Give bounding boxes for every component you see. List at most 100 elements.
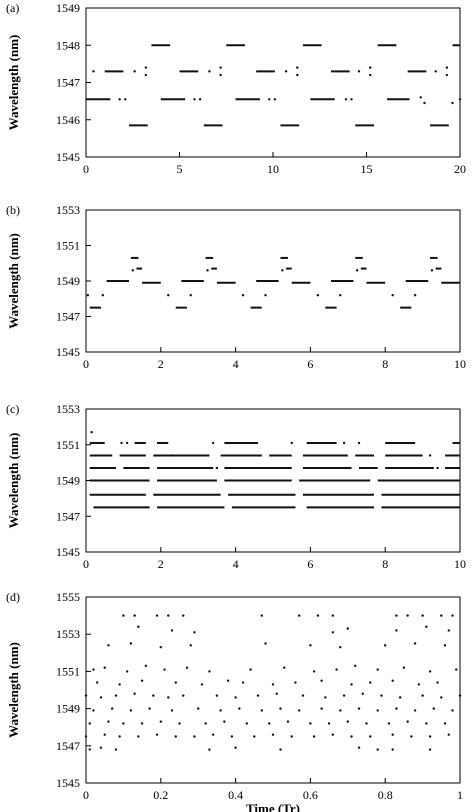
data-point: [219, 73, 222, 77]
y-tick-label: 1549: [56, 274, 80, 288]
data-point: [346, 720, 349, 723]
y-tick-label: 1555: [56, 590, 80, 604]
data-point: [92, 70, 95, 73]
data-point: [279, 707, 282, 710]
data-point: [129, 709, 133, 712]
data-point: [133, 614, 136, 617]
data-point: [357, 707, 361, 710]
data-point: [133, 692, 136, 695]
data-point: [163, 668, 166, 671]
data-point: [428, 670, 432, 673]
data-point: [215, 694, 219, 697]
data-point: [331, 631, 335, 634]
data-point: [421, 694, 424, 697]
data-point: [451, 101, 454, 105]
data-point: [290, 735, 293, 738]
data-point: [406, 720, 409, 723]
data-point: [354, 664, 357, 668]
data-point: [92, 668, 95, 671]
data-point: [296, 73, 299, 77]
data-point: [260, 709, 263, 712]
x-tick-label: 2: [158, 357, 164, 371]
data-point: [455, 668, 458, 671]
data-point: [297, 614, 301, 617]
data-point: [167, 696, 170, 699]
data-point: [241, 681, 245, 684]
y-tick-label: 1549: [56, 474, 80, 488]
y-tick-label: 1545: [56, 545, 80, 559]
plot-frame: [85, 596, 461, 784]
data-point: [208, 670, 211, 673]
data-point: [137, 625, 140, 628]
data-point: [331, 733, 335, 736]
y-tick-label: 1549: [56, 702, 80, 716]
y-tick-label: 1545: [56, 776, 80, 790]
data-point: [178, 722, 181, 725]
data-point: [320, 707, 323, 710]
data-point: [152, 694, 155, 697]
data-point: [290, 441, 293, 445]
data-point: [376, 748, 379, 751]
x-tick-label: 0: [83, 557, 89, 571]
data-point: [155, 733, 159, 736]
data-point: [451, 614, 454, 617]
data-point: [131, 269, 134, 272]
y-axis-title: Wavelength (nm): [6, 35, 21, 131]
x-tick-label: 0: [83, 162, 89, 176]
data-point: [99, 746, 103, 749]
data-point: [312, 735, 316, 738]
data-point: [129, 642, 133, 645]
data-point: [155, 614, 159, 617]
data-point: [391, 294, 394, 297]
data-point: [365, 722, 368, 725]
data-point: [200, 683, 204, 686]
data-point: [90, 431, 93, 434]
data-point: [395, 629, 398, 632]
x-tick-label: 6: [307, 357, 313, 371]
data-point: [185, 666, 189, 669]
data-point: [402, 666, 406, 669]
data-point: [350, 98, 353, 101]
y-tick-label: 1551: [56, 239, 80, 253]
data-point: [84, 694, 88, 697]
data-point: [118, 683, 121, 686]
data-point: [268, 98, 271, 101]
data-point: [107, 720, 110, 723]
data-point: [316, 294, 320, 297]
data-point: [445, 73, 449, 77]
data-point: [256, 694, 260, 697]
data-point: [268, 722, 271, 725]
y-tick-label: 1548: [56, 38, 80, 52]
x-tick-label: 4: [233, 357, 239, 371]
x-tick-label: 8: [382, 557, 388, 571]
data-point: [208, 70, 211, 73]
data-point: [275, 692, 278, 695]
data-point: [395, 614, 398, 617]
y-tick-label: 1545: [56, 345, 80, 359]
x-tick-label: 5: [177, 162, 183, 176]
data-point: [144, 66, 148, 69]
data-point: [92, 709, 95, 712]
data-point: [114, 748, 118, 751]
data-point: [309, 644, 312, 647]
data-point: [107, 644, 110, 647]
data-point: [197, 707, 200, 710]
panel-label: (d): [6, 590, 20, 604]
data-point: [320, 679, 323, 682]
data-point: [159, 646, 162, 649]
data-point: [88, 748, 91, 751]
data-point: [118, 98, 121, 101]
data-point: [443, 722, 447, 725]
data-point: [284, 70, 288, 73]
data-point: [432, 707, 436, 710]
data-point: [182, 694, 185, 697]
data-point: [174, 735, 177, 738]
data-point: [413, 642, 417, 645]
data-point: [296, 66, 299, 69]
data-point: [344, 98, 348, 101]
panel-label: (c): [6, 402, 19, 416]
data-point: [369, 735, 372, 738]
x-tick-label: 0: [83, 357, 89, 371]
x-tick-label: 4: [233, 557, 239, 571]
data-point: [125, 670, 129, 673]
